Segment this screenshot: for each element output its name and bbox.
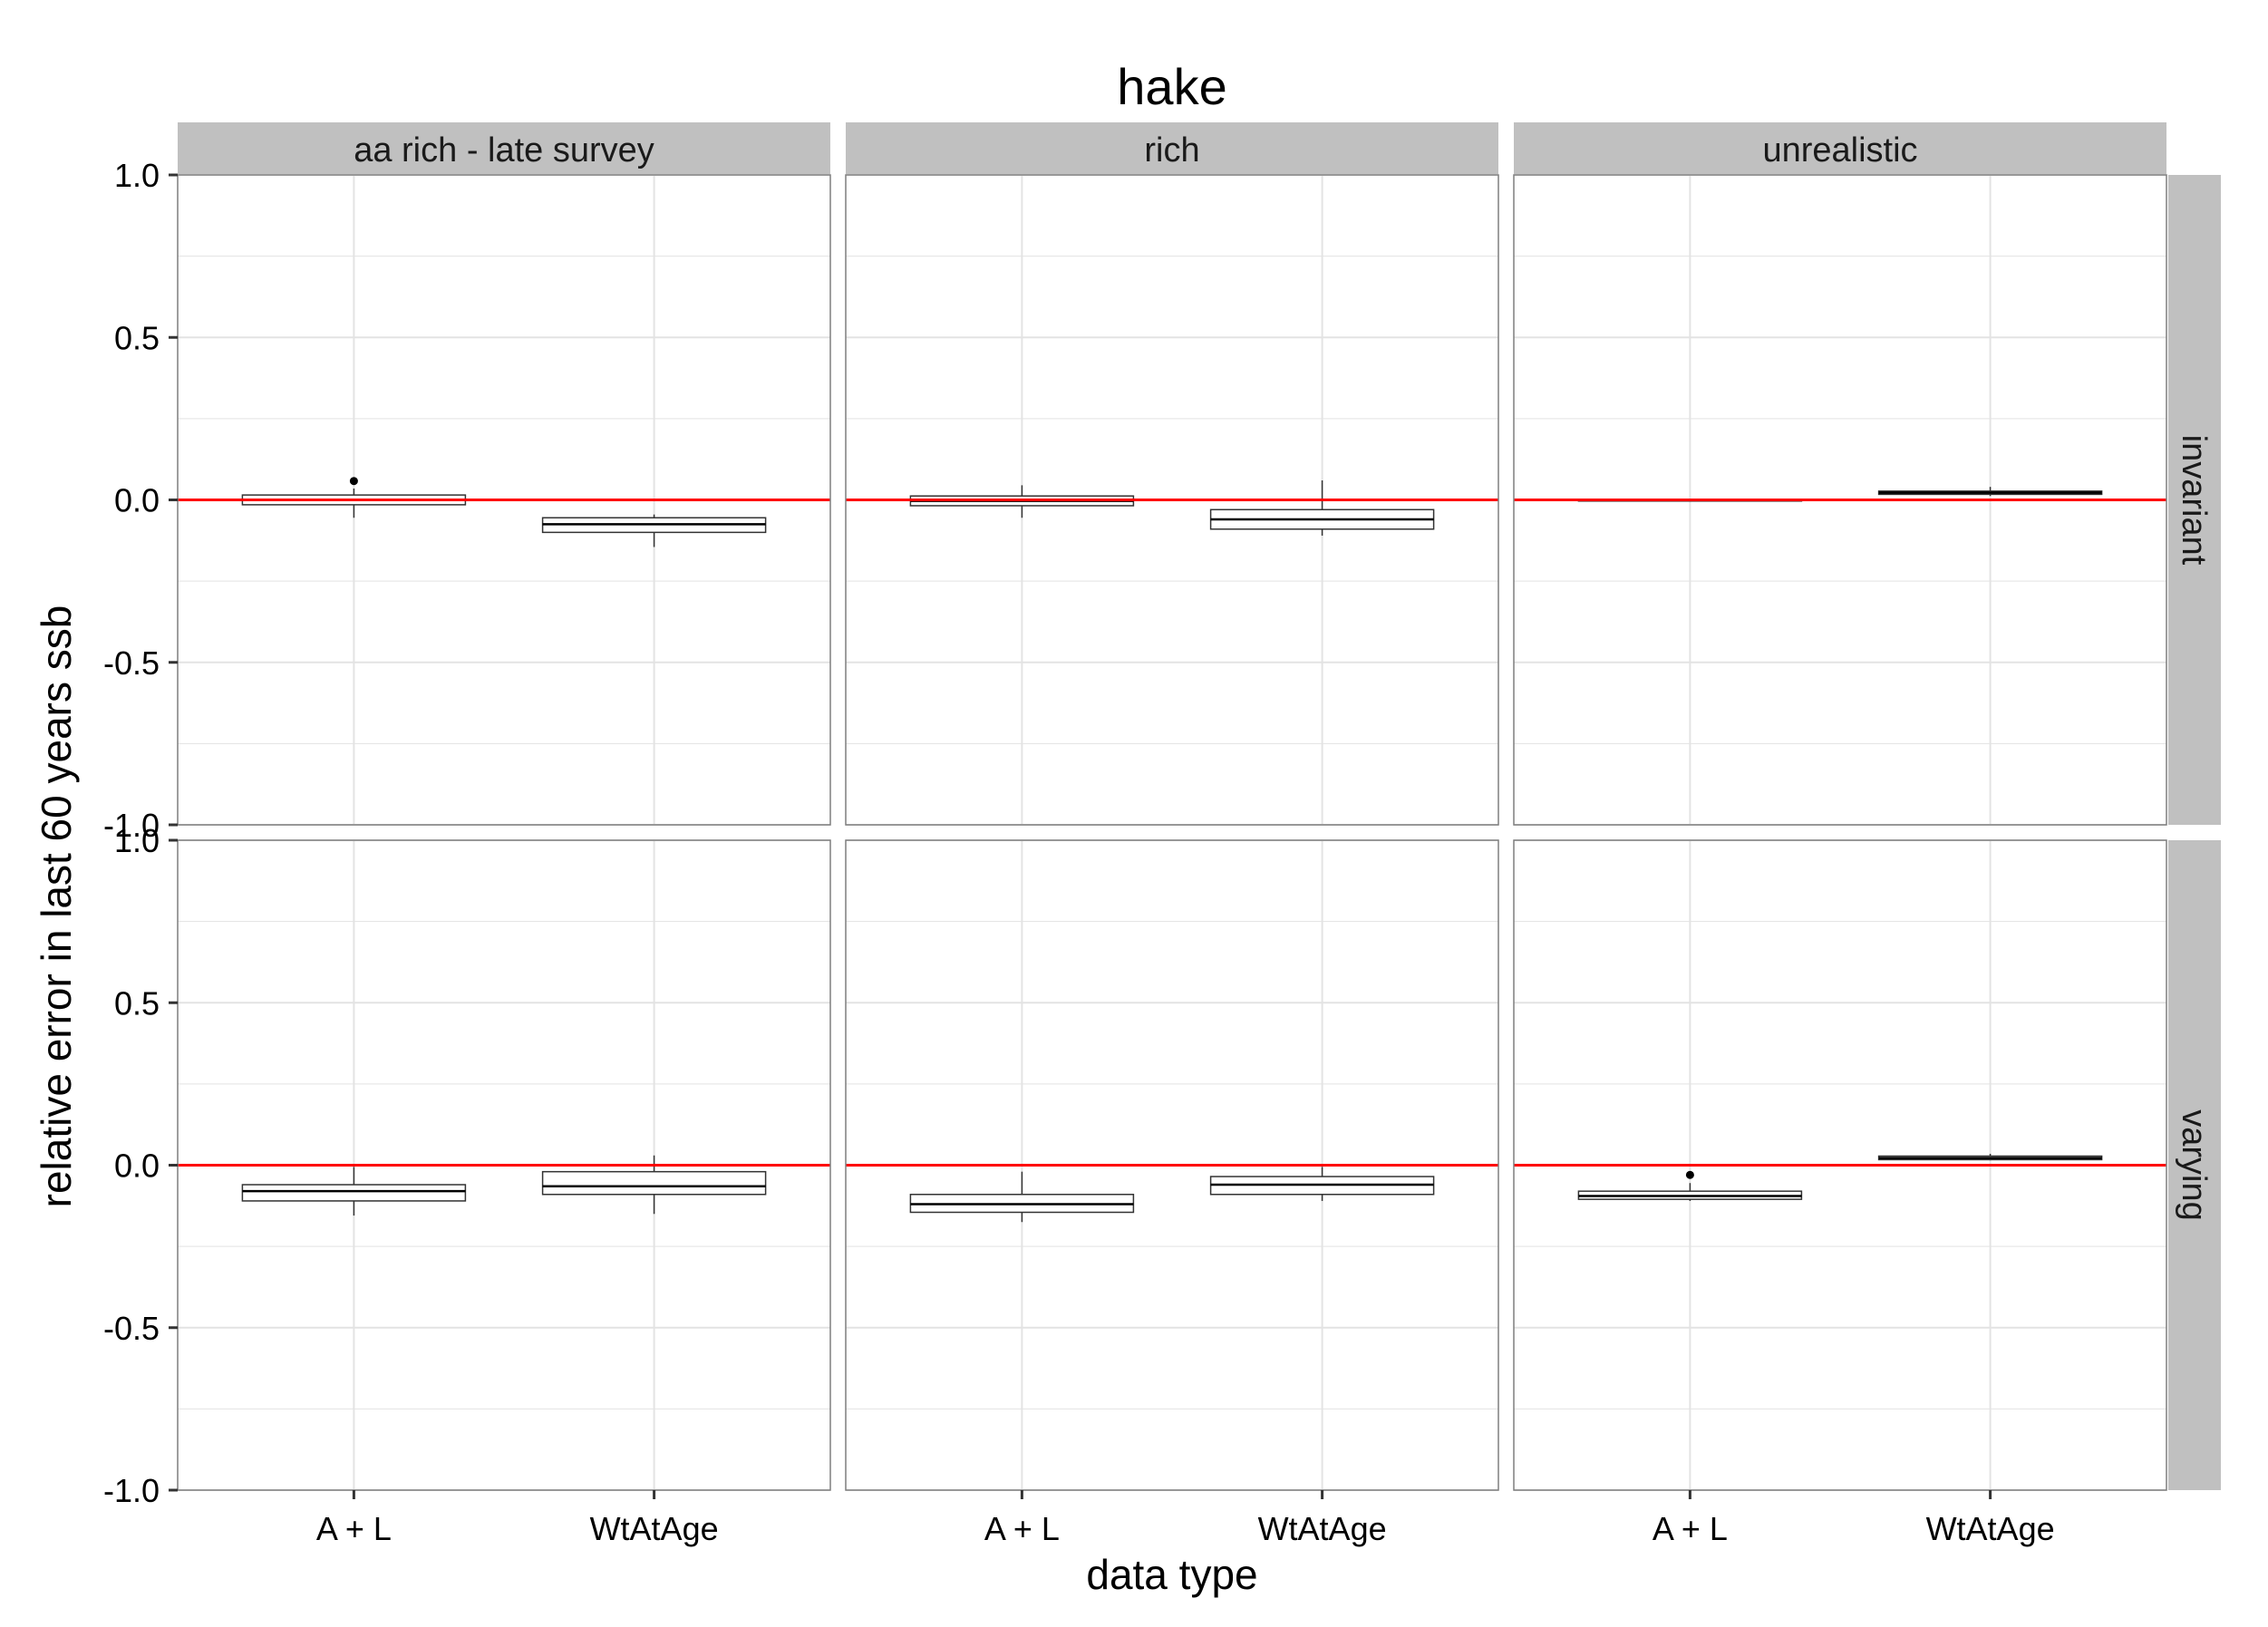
y-tick-label: -1.0 bbox=[103, 807, 160, 844]
y-axis-title: relative error in last 60 years ssb bbox=[33, 605, 80, 1208]
x-tick-label: WtAtAge bbox=[1258, 1510, 1387, 1547]
x-tick-label: A + L bbox=[984, 1510, 1060, 1547]
box-a-plus-l bbox=[241, 1167, 467, 1216]
y-tick-label: 1.0 bbox=[114, 822, 160, 859]
panel-varying-1 bbox=[845, 839, 1499, 1491]
row-strip-label: invariant bbox=[2175, 435, 2213, 566]
x-axis-title: data type bbox=[1086, 1551, 1257, 1598]
panel-border bbox=[1513, 174, 2167, 826]
panel-varying-0 bbox=[177, 839, 831, 1491]
x-tick-label: WtAtAge bbox=[590, 1510, 719, 1547]
y-tick-label: -1.0 bbox=[103, 1472, 160, 1509]
outlier-point bbox=[349, 477, 358, 486]
y-tick-label: 1.0 bbox=[114, 157, 160, 194]
box-wtatage bbox=[1877, 487, 2103, 497]
y-tick-label: 0.0 bbox=[114, 482, 160, 519]
row-strip-label: varying bbox=[2175, 1109, 2213, 1221]
box-wtatage bbox=[541, 514, 767, 547]
x-tick-label: WtAtAge bbox=[1926, 1510, 2055, 1547]
x-tick-label: A + L bbox=[316, 1510, 392, 1547]
box-iqr bbox=[541, 1170, 767, 1196]
box-wtatage bbox=[1209, 479, 1435, 536]
column-strip-label: rich bbox=[1144, 131, 1199, 169]
box-a-plus-l bbox=[909, 1171, 1135, 1223]
panel-invariant-2 bbox=[1513, 174, 2167, 826]
panel-varying-2 bbox=[1513, 839, 2167, 1491]
row-strip bbox=[2168, 175, 2221, 825]
panel-border bbox=[845, 174, 1499, 826]
box-wtatage bbox=[1877, 1153, 2103, 1161]
facet-panels: aa rich - late survey rich unrealistic inva… bbox=[103, 122, 2221, 1547]
panel-invariant-0 bbox=[177, 174, 831, 826]
column-strip-label: aa rich - late survey bbox=[354, 131, 654, 169]
y-tick-label: -0.5 bbox=[103, 1310, 160, 1347]
outlier-point bbox=[1685, 1170, 1694, 1179]
panel-invariant-1 bbox=[845, 174, 1499, 826]
y-tick-label: -0.5 bbox=[103, 644, 160, 682]
column-strip bbox=[1514, 122, 2166, 175]
column-strip bbox=[178, 122, 830, 175]
row-strip bbox=[2168, 840, 2221, 1490]
y-tick-label: 0.0 bbox=[114, 1148, 160, 1185]
x-tick-label: A + L bbox=[1653, 1510, 1728, 1547]
panel-border bbox=[845, 839, 1499, 1491]
chart-title: hake bbox=[1117, 58, 1226, 115]
column-strip bbox=[846, 122, 1498, 175]
y-tick-label: 0.5 bbox=[114, 984, 160, 1022]
box-iqr bbox=[241, 1184, 467, 1202]
y-tick-label: 0.5 bbox=[114, 319, 160, 356]
column-strip-label: unrealistic bbox=[1762, 131, 1917, 169]
box-wtatage bbox=[541, 1155, 767, 1215]
panel-border bbox=[1513, 839, 2167, 1491]
box-a-plus-l bbox=[1577, 1170, 1803, 1201]
box-wtatage bbox=[1209, 1167, 1435, 1201]
